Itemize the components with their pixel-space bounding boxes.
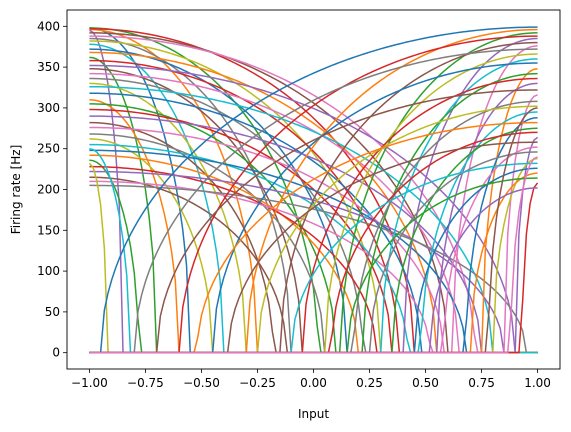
x-tick-label: 0.00: [300, 376, 327, 390]
y-tick-label: 300: [37, 101, 60, 115]
x-tick-label: −1.00: [71, 376, 108, 390]
y-tick-label: 150: [37, 223, 60, 237]
y-axis-label: Firing rate [Hz]: [9, 145, 23, 235]
tuning-curve-line: [89, 184, 538, 354]
tuning-curve-line: [89, 26, 538, 354]
y-tick-label: 350: [37, 60, 60, 74]
tuning-curve-line: [89, 64, 538, 354]
y-tick-label: 100: [37, 264, 60, 278]
y-tick-label: 400: [37, 19, 60, 33]
x-tick-label: 0.75: [468, 376, 495, 390]
y-tick-label: 0: [52, 346, 60, 360]
tuning-curve-line: [89, 89, 538, 354]
x-tick-label: −0.50: [183, 376, 220, 390]
y-tick-label: 200: [37, 183, 60, 197]
y-tick-label: 50: [45, 305, 60, 319]
x-tick-label: 0.25: [356, 376, 383, 390]
tuning-curve-line: [89, 115, 538, 354]
x-axis: −1.00 −0.75 −0.50 −0.25 0.00 0.25 0.50 0.75 1.00: [71, 369, 551, 390]
tuning-curve-line: [89, 149, 538, 354]
tuning-curve-line: [89, 48, 538, 354]
y-axis: 0 50 100 150 200 250 300 350 400: [37, 19, 67, 360]
x-tick-label: −0.75: [127, 376, 164, 390]
x-tick-label: 1.00: [524, 376, 551, 390]
x-tick-label: −0.25: [239, 376, 276, 390]
tuning-curve-line: [89, 85, 538, 354]
y-tick-label: 250: [37, 142, 60, 156]
tuning-curves: [88, 26, 539, 354]
x-axis-label: Input: [298, 407, 329, 421]
x-tick-label: 0.50: [412, 376, 439, 390]
tuning-curve-line: [89, 156, 538, 354]
